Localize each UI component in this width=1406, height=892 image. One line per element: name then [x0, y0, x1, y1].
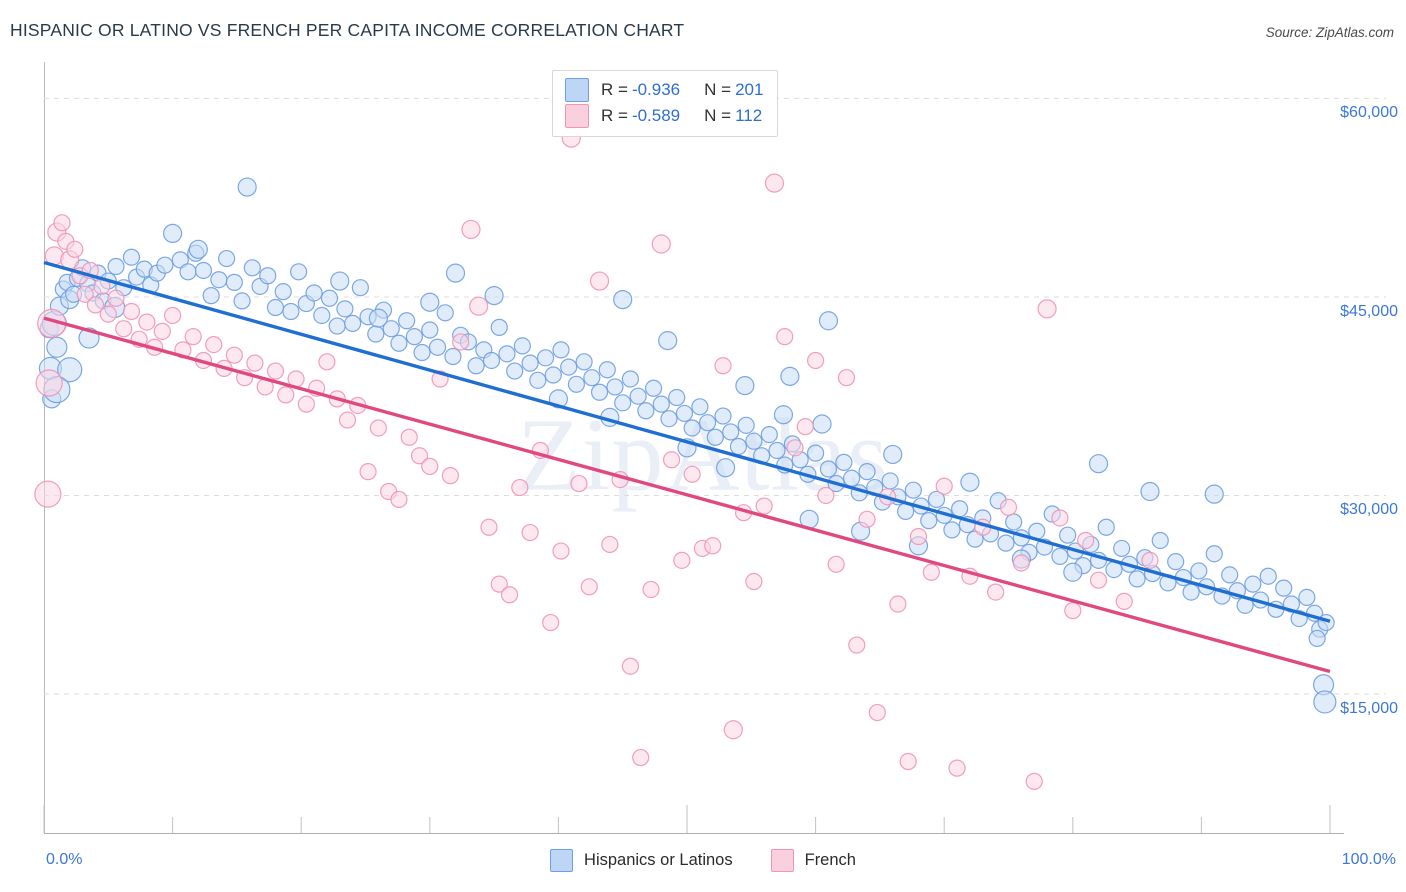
legend-label-hispanics: Hispanics or Latinos	[584, 851, 733, 869]
y-axis-tick-label: $45,000	[1340, 302, 1398, 320]
x-axis-tick-min: 0.0%	[46, 851, 83, 868]
stats-row-hispanics: R = -0.936 N = 201	[565, 77, 763, 103]
y-axis-tick-label: $30,000	[1340, 501, 1398, 519]
y-axis-tick-label: $60,000	[1340, 104, 1398, 122]
legend-swatch-icon-french	[770, 849, 794, 872]
r-label-french: R =	[601, 106, 628, 125]
stats-row-french: R = -0.589 N = 112	[565, 103, 763, 129]
n-label-hispanics: N =	[704, 80, 732, 99]
n-value-french: 112	[735, 106, 763, 125]
series-swatch-icon-french	[565, 104, 589, 128]
legend-item-french[interactable]: French	[770, 849, 856, 872]
page-title: HISPANIC OR LATINO VS FRENCH PER CAPITA …	[10, 20, 685, 40]
legend-swatch-icon-hispanics	[550, 849, 574, 872]
legend-item-hispanics[interactable]: Hispanics or Latinos	[550, 849, 733, 872]
trendline-french	[43, 316, 1331, 674]
chart-legend: Hispanics or Latinos French	[0, 849, 1406, 872]
x-axis-tick-max: 100.0%	[1341, 851, 1396, 868]
r-value-hispanics: -0.936	[631, 80, 681, 99]
r-value-french: -0.589	[631, 106, 681, 125]
y-axis-line	[44, 62, 45, 834]
source-attribution: Source: ZipAtlas.com	[1265, 25, 1394, 40]
n-label-french: N =	[704, 106, 732, 125]
series-swatch-icon-hispanics	[565, 78, 589, 102]
scatter-series-hispanics-or-latinos	[38, 177, 1337, 714]
n-value-hispanics: 201	[735, 80, 764, 99]
x-axis-line	[44, 833, 1344, 834]
r-label-hispanics: R =	[601, 80, 628, 99]
trendline-hispanics-or-latinos	[43, 260, 1331, 623]
scatter-series-french	[34, 128, 1159, 790]
y-axis-tick-label: $15,000	[1340, 700, 1398, 718]
legend-label-french: French	[804, 851, 856, 869]
correlation-stats-box: R = -0.936 N = 201 R = -0.589 N = 112	[552, 70, 779, 137]
